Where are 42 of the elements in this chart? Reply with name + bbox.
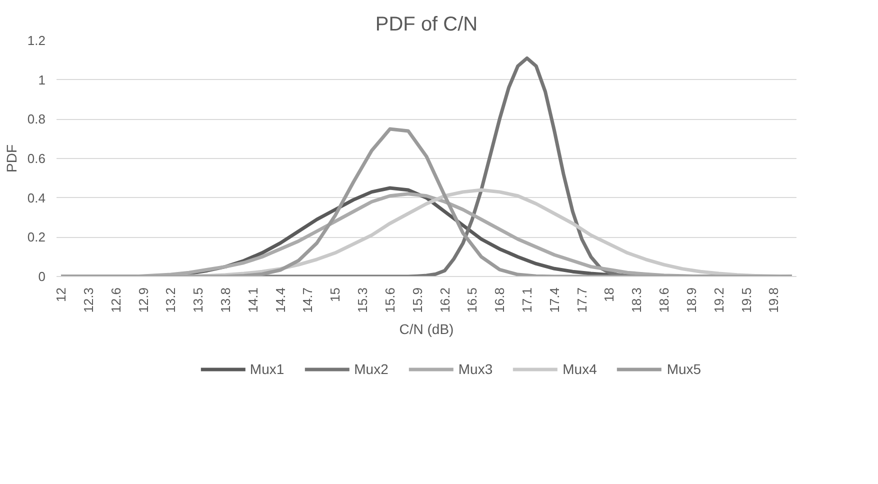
- x-tick-label: 13.2: [163, 287, 178, 313]
- x-tick-label: 13.8: [218, 287, 234, 313]
- x-tick-label: 15.3: [355, 287, 370, 313]
- y-tick-label: 0.4: [27, 190, 46, 206]
- x-tick-label: 14.1: [245, 287, 260, 313]
- y-axis-title: PDF: [3, 144, 20, 172]
- x-tick-label: 12: [54, 287, 69, 302]
- x-tick-label: 17.1: [519, 287, 534, 313]
- x-tick-label: 16.2: [437, 287, 452, 313]
- x-tick-label: 19.8: [766, 287, 782, 313]
- x-tick-label: 14.4: [272, 287, 288, 313]
- x-tick-label: 18.3: [629, 287, 644, 313]
- legend-label: Mux1: [250, 361, 284, 377]
- x-tick-label: 16.8: [492, 287, 508, 313]
- y-tick-label: 1: [38, 72, 46, 88]
- x-tick-label: 15.6: [382, 287, 398, 313]
- x-tick-label: 17.4: [546, 287, 562, 313]
- x-axis-title: C/N (dB): [399, 320, 454, 337]
- chart-title: PDF of C/N: [375, 14, 478, 36]
- legend-label: Mux4: [562, 361, 597, 377]
- x-tick-label: 12.6: [108, 287, 124, 313]
- legend-label: Mux5: [666, 361, 702, 377]
- y-tick-label: 0.8: [27, 112, 46, 127]
- x-tick-label: 19.2: [711, 287, 726, 313]
- y-tick-label: 1.2: [27, 33, 46, 48]
- legend-label: Mux3: [458, 361, 493, 377]
- x-tick-label: 18: [602, 287, 617, 302]
- x-tick-label: 15.9: [410, 287, 425, 313]
- y-tick-label: 0.6: [27, 151, 46, 166]
- x-tick-label: 19.5: [738, 287, 754, 313]
- x-tick-label: 12.9: [136, 287, 151, 313]
- y-tick-label: 0: [38, 269, 46, 284]
- x-tick-label: 13.5: [190, 287, 206, 313]
- x-tick-label: 18.6: [656, 287, 672, 313]
- x-tick-label: 17.7: [574, 287, 590, 313]
- x-tick-label: 15: [328, 287, 343, 302]
- y-tick-label: 0.2: [27, 230, 46, 245]
- x-tick-label: 12.3: [80, 287, 96, 313]
- x-tick-label: 16.5: [464, 287, 480, 313]
- x-tick-label: 18.9: [684, 287, 699, 313]
- legend-label: Mux2: [354, 361, 388, 377]
- x-tick-label: 14.7: [300, 287, 316, 313]
